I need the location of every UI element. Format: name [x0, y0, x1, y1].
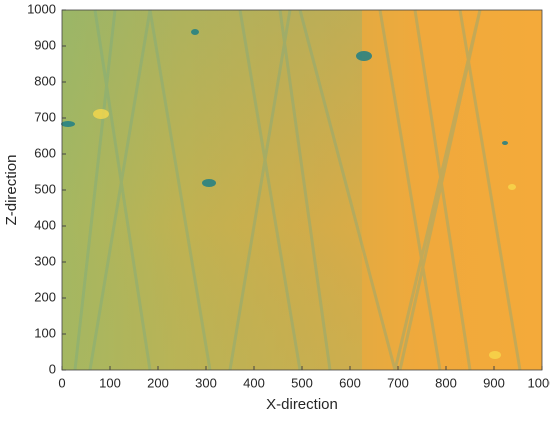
y-tick-label: 0	[49, 361, 56, 376]
x-tick-label: 1000	[528, 375, 550, 390]
y-tick-label: 500	[34, 181, 56, 196]
y-tick-label: 300	[34, 253, 56, 268]
y-tick-label: 1000	[27, 1, 56, 16]
y-tick-label: 400	[34, 217, 56, 232]
y-tick-label: 800	[34, 73, 56, 88]
x-tick-label: 200	[147, 375, 169, 390]
x-tick-label: 800	[435, 375, 457, 390]
x-tick-label: 300	[195, 375, 217, 390]
x-tick-label: 100	[99, 375, 121, 390]
y-axis-label: Z-direction	[3, 155, 20, 226]
x-axis-label: X-direction	[266, 396, 338, 413]
x-tick-label: 0	[58, 375, 65, 390]
x-tick-label: 700	[387, 375, 409, 390]
y-tick-label: 100	[34, 325, 56, 340]
heatmap-texture	[61, 9, 542, 371]
x-tick-label: 500	[291, 375, 313, 390]
x-tick-label: 600	[339, 375, 361, 390]
y-tick-label: 700	[34, 109, 56, 124]
y-tick-label: 200	[34, 289, 56, 304]
y-tick-label: 600	[34, 145, 56, 160]
x-tick-label: 900	[483, 375, 505, 390]
y-tick-label: 900	[34, 37, 56, 52]
x-tick-label: 400	[243, 375, 265, 390]
